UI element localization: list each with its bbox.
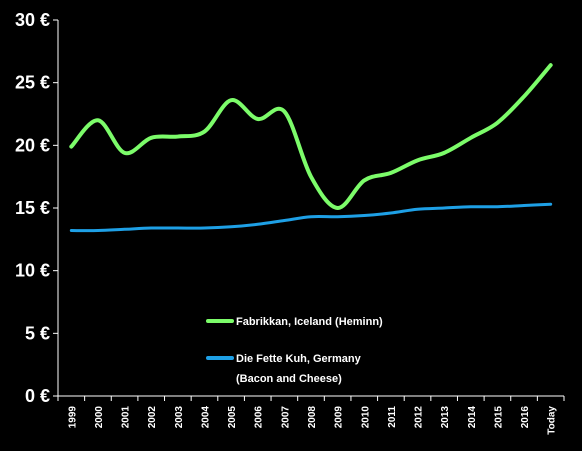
x-tick-label: 2012 bbox=[414, 406, 425, 429]
y-tick-label: 0 € bbox=[25, 386, 50, 406]
x-tick-label: Today bbox=[547, 406, 558, 435]
x-tick-label: 2005 bbox=[227, 406, 238, 429]
x-tick-label: 2001 bbox=[121, 406, 132, 429]
y-tick-label: 30 € bbox=[15, 10, 50, 30]
x-tick-label: 2010 bbox=[360, 406, 371, 429]
legend: Fabrikkan, Iceland (Heminn) Die Fette Ku… bbox=[206, 316, 383, 385]
y-tick-label: 10 € bbox=[15, 261, 50, 281]
legend-label-fabrikkan: Fabrikkan, Iceland (Heminn) bbox=[236, 316, 383, 328]
x-tick-label: 2008 bbox=[307, 406, 318, 429]
x-tick-label: 2015 bbox=[493, 406, 504, 429]
x-tick-label: 2011 bbox=[387, 406, 398, 428]
x-tick-label: 2016 bbox=[520, 406, 531, 429]
series-lines bbox=[69, 63, 553, 233]
y-tick-label: 25 € bbox=[15, 73, 50, 93]
y-tick-label: 5 € bbox=[25, 323, 50, 343]
y-tick-label: 20 € bbox=[15, 135, 50, 155]
x-tick-label: 2002 bbox=[147, 406, 158, 429]
x-tick-label: 2007 bbox=[280, 406, 291, 429]
legend-label-die-fette-kuh-line1: Die Fette Kuh, Germany bbox=[236, 353, 362, 365]
x-tick-label: 2013 bbox=[440, 406, 451, 429]
x-tick-label: 2000 bbox=[94, 406, 105, 429]
y-tick-label: 15 € bbox=[15, 198, 50, 218]
legend-label-die-fette-kuh-line2: (Bacon and Cheese) bbox=[236, 373, 342, 385]
x-axis-tick-labels: 1999 2000 2001 2002 2003 2004 2005 2006 2007 2008… bbox=[57, 396, 565, 435]
series-line-die-fette-kuh bbox=[69, 202, 553, 233]
y-axis-tick-labels: 0 € 5 € 10 € 15 € 20 € 25 € 30 € bbox=[15, 10, 58, 406]
x-tick-label: 2004 bbox=[200, 406, 211, 429]
x-tick-label: 1999 bbox=[67, 406, 78, 429]
x-tick-label: 2009 bbox=[334, 406, 345, 429]
x-tick-label: 2014 bbox=[467, 406, 478, 429]
x-tick-label: 2006 bbox=[254, 406, 265, 429]
series-line-fabrikkan bbox=[69, 63, 553, 210]
x-tick-label: 2003 bbox=[174, 406, 185, 429]
